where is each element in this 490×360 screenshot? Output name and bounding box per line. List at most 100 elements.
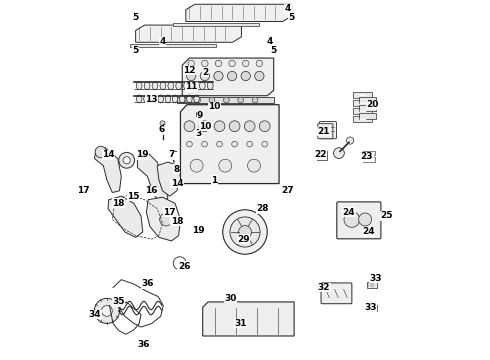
Ellipse shape xyxy=(187,95,192,103)
Text: 11: 11 xyxy=(185,82,197,91)
Circle shape xyxy=(223,97,229,103)
Circle shape xyxy=(200,71,210,81)
Bar xyxy=(359,97,376,103)
Text: 34: 34 xyxy=(89,310,101,319)
Polygon shape xyxy=(136,25,242,42)
Text: 4: 4 xyxy=(159,37,166,46)
Circle shape xyxy=(227,71,237,81)
Circle shape xyxy=(229,121,240,132)
Circle shape xyxy=(370,230,374,234)
Text: 22: 22 xyxy=(314,150,326,159)
Circle shape xyxy=(239,226,251,238)
Text: 31: 31 xyxy=(234,319,247,328)
Ellipse shape xyxy=(199,82,205,90)
Circle shape xyxy=(160,121,165,126)
Text: 25: 25 xyxy=(380,211,393,220)
Text: 33: 33 xyxy=(369,274,382,283)
Circle shape xyxy=(209,97,215,103)
Ellipse shape xyxy=(158,95,164,103)
Circle shape xyxy=(195,97,200,103)
Circle shape xyxy=(180,97,186,103)
Text: 15: 15 xyxy=(127,192,139,201)
Polygon shape xyxy=(186,4,292,22)
Bar xyxy=(196,112,202,116)
Text: 13: 13 xyxy=(146,95,158,104)
Circle shape xyxy=(123,157,130,164)
Text: 28: 28 xyxy=(256,204,269,213)
Bar xyxy=(367,282,377,288)
Ellipse shape xyxy=(168,82,173,90)
Text: 10: 10 xyxy=(208,102,220,111)
Text: 5: 5 xyxy=(289,13,295,22)
Ellipse shape xyxy=(184,82,190,90)
Polygon shape xyxy=(95,148,122,193)
Circle shape xyxy=(214,71,223,81)
Ellipse shape xyxy=(136,82,142,90)
Circle shape xyxy=(255,71,264,81)
Circle shape xyxy=(247,141,252,147)
Text: 1: 1 xyxy=(211,176,218,185)
FancyBboxPatch shape xyxy=(337,202,381,239)
Text: 21: 21 xyxy=(318,127,330,136)
Bar xyxy=(359,113,376,119)
Bar xyxy=(367,305,377,311)
Circle shape xyxy=(215,60,221,67)
Ellipse shape xyxy=(207,82,213,90)
Bar xyxy=(359,105,376,111)
Bar xyxy=(353,116,372,122)
Text: 35: 35 xyxy=(113,297,125,306)
Text: 6: 6 xyxy=(159,125,165,134)
Circle shape xyxy=(334,148,344,158)
Polygon shape xyxy=(182,58,274,96)
Circle shape xyxy=(214,121,225,132)
Ellipse shape xyxy=(165,95,171,103)
Text: 18: 18 xyxy=(171,217,183,226)
Bar xyxy=(177,97,274,103)
Circle shape xyxy=(245,121,255,132)
Text: 18: 18 xyxy=(113,199,125,208)
Circle shape xyxy=(201,141,207,147)
Ellipse shape xyxy=(194,95,199,103)
Polygon shape xyxy=(137,153,168,203)
Text: 8: 8 xyxy=(174,165,180,174)
Polygon shape xyxy=(157,162,180,196)
Text: 3: 3 xyxy=(195,129,201,138)
Text: 5: 5 xyxy=(270,46,276,55)
Ellipse shape xyxy=(172,95,178,103)
Text: 36: 36 xyxy=(138,341,150,350)
Circle shape xyxy=(344,212,360,227)
Ellipse shape xyxy=(151,95,156,103)
Text: 9: 9 xyxy=(197,111,203,120)
Circle shape xyxy=(175,165,180,170)
FancyBboxPatch shape xyxy=(321,283,352,304)
Text: 20: 20 xyxy=(366,100,378,109)
Text: 32: 32 xyxy=(318,283,330,292)
Text: 5: 5 xyxy=(132,46,139,55)
Text: 4: 4 xyxy=(267,37,273,46)
Circle shape xyxy=(160,213,172,226)
Circle shape xyxy=(187,71,196,81)
Bar xyxy=(353,100,372,106)
Circle shape xyxy=(346,137,354,144)
Ellipse shape xyxy=(144,95,149,103)
Ellipse shape xyxy=(152,82,158,90)
Circle shape xyxy=(223,210,267,254)
Circle shape xyxy=(119,152,135,168)
Circle shape xyxy=(243,60,249,67)
Circle shape xyxy=(247,159,260,172)
Bar xyxy=(353,92,372,98)
Circle shape xyxy=(219,159,232,172)
Polygon shape xyxy=(180,105,279,184)
Text: 23: 23 xyxy=(361,152,373,161)
Text: 14: 14 xyxy=(102,150,115,159)
Ellipse shape xyxy=(137,95,142,103)
Bar xyxy=(317,150,327,159)
Text: 33: 33 xyxy=(364,303,377,312)
Circle shape xyxy=(241,71,250,81)
Bar xyxy=(363,150,375,155)
FancyBboxPatch shape xyxy=(319,122,337,139)
Circle shape xyxy=(229,60,235,67)
Text: 14: 14 xyxy=(171,179,183,188)
Text: 27: 27 xyxy=(282,186,294,195)
Bar xyxy=(353,108,372,114)
